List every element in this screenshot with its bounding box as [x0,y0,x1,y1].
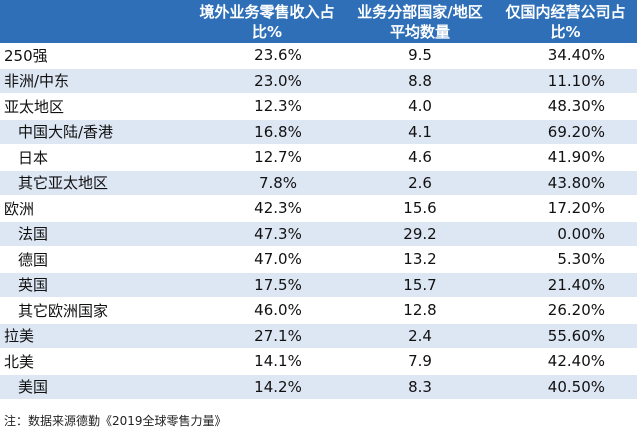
source-note: 注：数据来源德勤《2019全球零售力量》 [4,414,227,428]
avg-countries-cell: 4.0 [346,93,494,120]
overseas-share-cell: 47.0% [188,246,346,273]
region-cell: 其它欧洲国家 [0,297,188,324]
avg-countries-cell: 9.5 [346,43,494,69]
avg-countries-cell: 7.9 [346,348,494,375]
region-cell: 北美 [0,348,188,375]
region-cell: 亚太地区 [0,93,188,120]
avg-countries-cell: 2.4 [346,323,494,349]
region-cell: 非洲/中东 [0,68,188,94]
avg-countries-cell: 12.8 [346,297,494,324]
overseas-share-cell: 23.6% [188,43,346,69]
overseas-share-cell: 14.2% [188,374,346,400]
region-cell: 250强 [0,43,188,69]
domestic-only-cell: 11.10% [494,68,637,94]
domestic-only-cell: 21.40% [494,272,637,298]
table-row: 法国 47.3% 29.2 0.00% [0,221,637,247]
domestic-only-cell: 0.00% [494,221,637,247]
header-avg-countries: 业务分部国家/地区平均数量 [346,0,494,43]
table-header-row: 境外业务零售收入占比% 业务分部国家/地区平均数量 仅国内经营公司占比% [0,0,637,43]
domestic-only-cell: 26.20% [494,297,637,324]
domestic-only-cell: 17.20% [494,195,637,222]
table-row: 250强 23.6% 9.5 34.40% [0,43,637,69]
overseas-share-cell: 47.3% [188,221,346,247]
table-row: 美国 14.2% 8.3 40.50% [0,374,637,400]
header-domestic-only: 仅国内经营公司占比% [494,0,637,43]
overseas-share-cell: 12.7% [188,144,346,171]
region-cell: 中国大陆/香港 [0,119,188,145]
table-row: 欧洲 42.3% 15.6 17.20% [0,195,637,222]
domestic-only-cell: 40.50% [494,374,637,400]
overseas-share-cell: 12.3% [188,93,346,120]
table-row: 亚太地区 12.3% 4.0 48.30% [0,93,637,120]
overseas-share-cell: 7.8% [188,170,346,196]
region-cell: 英国 [0,272,188,298]
table-body: 250强 23.6% 9.5 34.40% 非洲/中东 23.0% 8.8 11.10% 亚太地… [0,43,637,400]
region-cell: 德国 [0,246,188,273]
avg-countries-cell: 8.8 [346,68,494,94]
avg-countries-cell: 2.6 [346,170,494,196]
overseas-share-cell: 17.5% [188,272,346,298]
region-cell: 拉美 [0,323,188,349]
table-row: 北美 14.1% 7.9 42.40% [0,348,637,375]
overseas-share-cell: 23.0% [188,68,346,94]
domestic-only-cell: 34.40% [494,43,637,69]
avg-countries-cell: 4.1 [346,119,494,145]
domestic-only-cell: 5.30% [494,246,637,273]
domestic-only-cell: 42.40% [494,348,637,375]
retail-table: 境外业务零售收入占比% 业务分部国家/地区平均数量 仅国内经营公司占比% 250… [0,0,637,400]
region-cell: 日本 [0,144,188,171]
region-cell: 美国 [0,374,188,400]
domestic-only-cell: 41.90% [494,144,637,171]
table-row: 其它欧洲国家 46.0% 12.8 26.20% [0,297,637,324]
avg-countries-cell: 4.6 [346,144,494,171]
avg-countries-cell: 29.2 [346,221,494,247]
overseas-share-cell: 16.8% [188,119,346,145]
overseas-share-cell: 27.1% [188,323,346,349]
avg-countries-cell: 15.7 [346,272,494,298]
avg-countries-cell: 13.2 [346,246,494,273]
header-region [0,0,188,43]
table-row: 中国大陆/香港 16.8% 4.1 69.20% [0,119,637,145]
region-cell: 欧洲 [0,195,188,222]
domestic-only-cell: 43.80% [494,170,637,196]
domestic-only-cell: 55.60% [494,323,637,349]
overseas-share-cell: 46.0% [188,297,346,324]
table-row: 日本 12.7% 4.6 41.90% [0,144,637,171]
avg-countries-cell: 15.6 [346,195,494,222]
region-cell: 法国 [0,221,188,247]
table-row: 德国 47.0% 13.2 5.30% [0,246,637,273]
region-cell: 其它亚太地区 [0,170,188,196]
table-row: 非洲/中东 23.0% 8.8 11.10% [0,68,637,94]
table-row: 拉美 27.1% 2.4 55.60% [0,323,637,349]
domestic-only-cell: 48.30% [494,93,637,120]
table-row: 英国 17.5% 15.7 21.40% [0,272,637,298]
domestic-only-cell: 69.20% [494,119,637,145]
header-overseas-share: 境外业务零售收入占比% [188,0,346,43]
table-row: 其它亚太地区 7.8% 2.6 43.80% [0,170,637,196]
overseas-share-cell: 42.3% [188,195,346,222]
overseas-share-cell: 14.1% [188,348,346,375]
avg-countries-cell: 8.3 [346,374,494,400]
